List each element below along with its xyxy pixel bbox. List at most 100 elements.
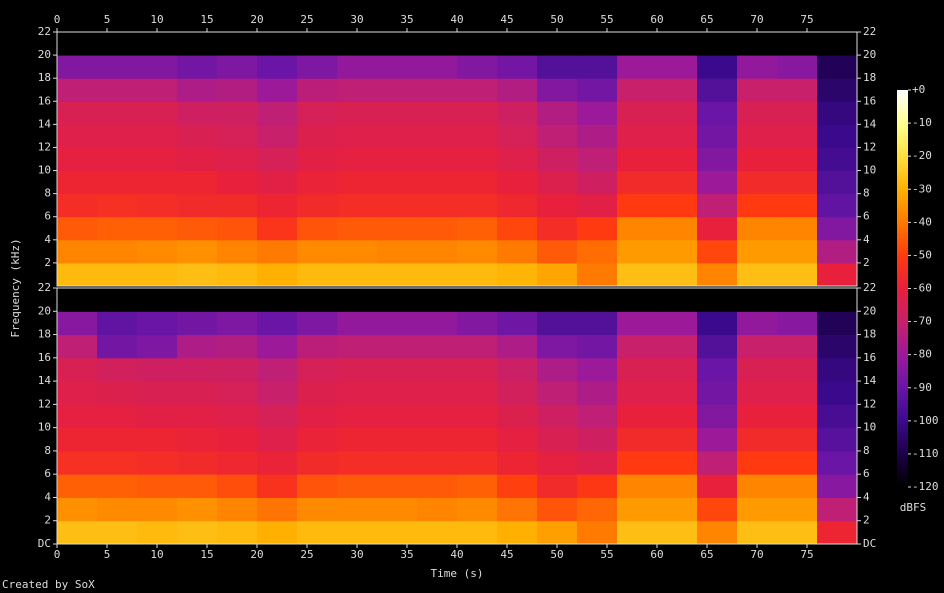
heat-cell <box>697 381 738 405</box>
heat-cell <box>577 170 618 195</box>
heat-cell <box>97 55 138 79</box>
y-axis-label: Frequency (kHz) <box>9 238 22 337</box>
heat-cell <box>177 32 218 56</box>
colorbar-tick-label: -100 <box>912 414 939 427</box>
heat-cell <box>457 101 498 125</box>
y-tick-label: 2 <box>863 514 870 527</box>
heat-cell <box>737 311 778 336</box>
heat-cell <box>177 193 218 218</box>
heat-cell <box>657 262 698 287</box>
x-tick-label: 55 <box>600 548 613 561</box>
heat-cell <box>217 239 258 264</box>
heat-cell <box>217 55 258 79</box>
heat-cell <box>337 101 378 125</box>
heat-cell <box>537 262 578 287</box>
heat-cell <box>177 450 218 475</box>
heat-cell <box>617 334 658 359</box>
heat-cell <box>97 32 138 56</box>
heat-cell <box>657 427 698 452</box>
heat-cell <box>577 497 618 522</box>
heat-cell <box>817 474 858 498</box>
x-tick-label: 5 <box>104 548 111 561</box>
heat-cell <box>177 357 218 382</box>
heat-cell <box>657 55 698 79</box>
y-tick-label: 6 <box>863 467 870 480</box>
x-tick-label: 65 <box>700 548 713 561</box>
heat-cell <box>217 497 258 522</box>
heat-cell <box>57 262 98 287</box>
heat-cell <box>377 78 418 102</box>
heat-cell <box>137 357 178 382</box>
heat-cell <box>577 124 618 148</box>
heat-cell <box>537 334 578 359</box>
heat-cell <box>457 262 498 287</box>
heat-cell <box>417 450 458 475</box>
heat-cell <box>97 216 138 241</box>
heat-cell <box>337 78 378 102</box>
heat-cell <box>337 497 378 522</box>
heat-cell <box>297 78 338 102</box>
heat-cell <box>177 288 218 312</box>
heat-cell <box>337 147 378 172</box>
heat-cell <box>537 101 578 125</box>
heat-cell <box>817 381 858 405</box>
heat-cell <box>257 334 298 359</box>
heat-cell <box>777 32 818 56</box>
heat-cell <box>657 520 698 545</box>
heat-cell <box>57 193 98 218</box>
heat-cell <box>657 193 698 218</box>
heat-cell <box>497 170 538 195</box>
x-tick-label: 15 <box>200 13 213 26</box>
heat-cell <box>337 288 378 312</box>
y-tick-label: 14 <box>38 117 52 130</box>
heat-cell <box>657 124 698 148</box>
heat-cell <box>577 262 618 287</box>
x-tick-label: 50 <box>550 13 563 26</box>
colorbar-tick-label: -110 <box>912 447 939 460</box>
heat-cell <box>777 55 818 79</box>
heat-cell <box>377 381 418 405</box>
heat-cell <box>177 520 218 545</box>
heat-cell <box>537 193 578 218</box>
y-tick-label: 12 <box>38 397 51 410</box>
heat-cell <box>657 288 698 312</box>
heat-cell <box>737 216 778 241</box>
heat-cell <box>617 170 658 195</box>
heat-cell <box>217 262 258 287</box>
heat-cell <box>697 357 738 382</box>
heat-cell <box>137 334 178 359</box>
heat-cell <box>497 78 538 102</box>
heat-cell <box>577 32 618 56</box>
heat-cell <box>457 288 498 312</box>
heat-cell <box>257 216 298 241</box>
heat-cell <box>257 147 298 172</box>
y-tick-label: 16 <box>863 94 876 107</box>
heat-cell <box>497 147 538 172</box>
heat-cell <box>257 381 298 405</box>
heat-cell <box>377 55 418 79</box>
y-tick-label: 6 <box>863 210 870 223</box>
heat-cell <box>497 124 538 148</box>
heat-cell <box>817 334 858 359</box>
y-tick-label: DC <box>38 537 51 550</box>
heat-cell <box>297 520 338 545</box>
heat-cell <box>817 55 858 79</box>
heat-cell <box>137 193 178 218</box>
heat-cell <box>697 262 738 287</box>
colorbar-tick-label: -70 <box>912 315 932 328</box>
heat-cell <box>817 78 858 102</box>
heat-cell <box>697 32 738 56</box>
heat-cell <box>817 124 858 148</box>
heat-cell <box>177 334 218 359</box>
heat-cell <box>497 311 538 336</box>
y-tick-label: 18 <box>38 328 51 341</box>
heat-cell <box>57 170 98 195</box>
colorbar-tick-label: -90 <box>912 381 932 394</box>
heat-cell <box>817 497 858 522</box>
y-tick-label: 16 <box>38 351 51 364</box>
heat-cell <box>297 357 338 382</box>
heat-cell <box>377 124 418 148</box>
heat-cell <box>97 404 138 429</box>
heat-cell <box>377 357 418 382</box>
heat-cell <box>217 216 258 241</box>
